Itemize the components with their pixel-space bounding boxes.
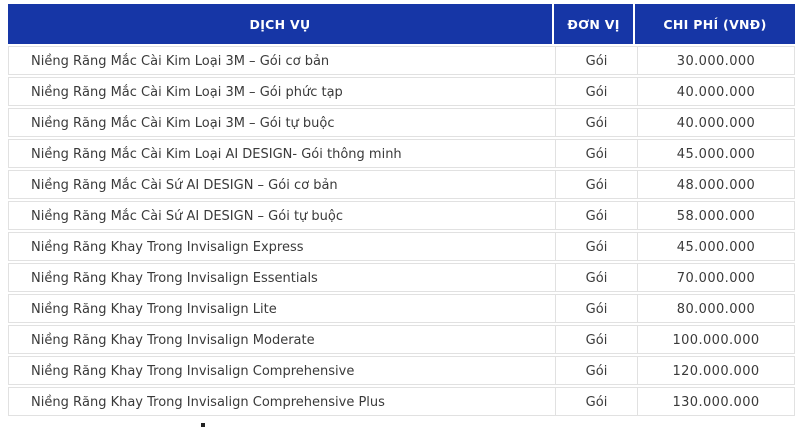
column-header-unit: ĐƠN VỊ (554, 4, 635, 44)
table-row: Niềng Răng Khay Trong Invisalign Lite Gó… (8, 294, 795, 323)
service-cell: Niềng Răng Mắc Cài Kim Loại 3M – Gói phứ… (31, 85, 343, 100)
service-cell: Niềng Răng Khay Trong Invisalign Essenti… (31, 271, 318, 286)
price-cell: 80.000.000 (637, 295, 794, 322)
unit-cell: Gói (555, 295, 637, 322)
unit-cell: Gói (555, 326, 637, 353)
table-row: Niềng Răng Mắc Cài Sứ AI DESIGN – Gói tự… (8, 201, 795, 230)
table-row: Niềng Răng Khay Trong Invisalign Essenti… (8, 263, 795, 292)
column-header-service: DỊCH VỤ (8, 4, 554, 44)
table-row: Niềng Răng Khay Trong Invisalign Compreh… (8, 356, 795, 385)
unit-cell: Gói (555, 78, 637, 105)
service-cell: Niềng Răng Mắc Cài Kim Loại AI DESIGN- G… (31, 147, 402, 162)
price-cell: 30.000.000 (637, 47, 794, 74)
pricing-table: DỊCH VỤ ĐƠN VỊ CHI PHÍ (VNĐ) Niềng Răng … (8, 4, 795, 418)
unit-cell: Gói (555, 47, 637, 74)
service-cell: Niềng Răng Khay Trong Invisalign Lite (31, 302, 277, 317)
unit-cell: Gói (555, 171, 637, 198)
price-cell: 40.000.000 (637, 78, 794, 105)
service-cell: Niềng Răng Khay Trong Invisalign Express (31, 240, 304, 255)
service-cell: Niềng Răng Khay Trong Invisalign Compreh… (31, 395, 385, 410)
unit-cell: Gói (555, 233, 637, 260)
unit-cell: Gói (555, 388, 637, 415)
price-cell: 45.000.000 (637, 140, 794, 167)
table-header: DỊCH VỤ ĐƠN VỊ CHI PHÍ (VNĐ) (8, 4, 795, 44)
table-row: Niềng Răng Mắc Cài Kim Loại 3M – Gói cơ … (8, 46, 795, 75)
unit-cell: Gói (555, 357, 637, 384)
table-row: Niềng Răng Mắc Cài Sứ AI DESIGN – Gói cơ… (8, 170, 795, 199)
table-row: Niềng Răng Mắc Cài Kim Loại AI DESIGN- G… (8, 139, 795, 168)
table-row: Niềng Răng Mắc Cài Kim Loại 3M – Gói tự … (8, 108, 795, 137)
price-cell: 58.000.000 (637, 202, 794, 229)
service-cell: Niềng Răng Mắc Cài Sứ AI DESIGN – Gói tự… (31, 209, 344, 224)
table-row: Niềng Răng Mắc Cài Kim Loại 3M – Gói phứ… (8, 77, 795, 106)
unit-cell: Gói (555, 264, 637, 291)
service-cell: Niềng Răng Mắc Cài Sứ AI DESIGN – Gói cơ… (31, 178, 338, 193)
price-cell: 48.000.000 (637, 171, 794, 198)
unit-cell: Gói (555, 109, 637, 136)
service-cell: Niềng Răng Mắc Cài Kim Loại 3M – Gói cơ … (31, 54, 330, 69)
service-cell: Niềng Răng Khay Trong Invisalign Compreh… (31, 364, 355, 379)
table-row: Niềng Răng Khay Trong Invisalign Express… (8, 232, 795, 261)
price-cell: 45.000.000 (637, 233, 794, 260)
price-cell: 120.000.000 (637, 357, 794, 384)
service-cell: Niềng Răng Khay Trong Invisalign Moderat… (31, 333, 315, 348)
price-cell: 130.000.000 (637, 388, 794, 415)
unit-cell: Gói (555, 140, 637, 167)
price-cell: 70.000.000 (637, 264, 794, 291)
service-cell: Niềng Răng Mắc Cài Kim Loại 3M – Gói tự … (31, 116, 335, 131)
price-cell: 40.000.000 (637, 109, 794, 136)
cutoff-text-artifact (201, 423, 205, 427)
table-row: Niềng Răng Khay Trong Invisalign Moderat… (8, 325, 795, 354)
table-row: Niềng Răng Khay Trong Invisalign Compreh… (8, 387, 795, 416)
unit-cell: Gói (555, 202, 637, 229)
price-cell: 100.000.000 (637, 326, 794, 353)
column-header-price: CHI PHÍ (VNĐ) (663, 16, 767, 32)
